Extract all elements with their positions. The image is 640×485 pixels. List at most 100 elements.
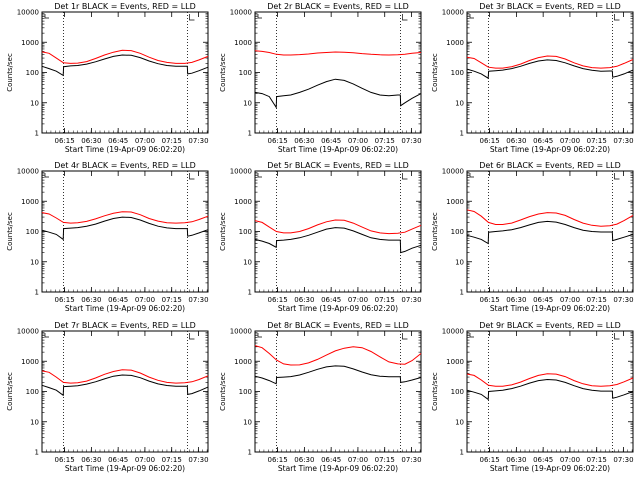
corner-mark	[469, 14, 474, 19]
x-tick-label: 07:30	[188, 137, 208, 145]
y-tick-label: 100	[239, 228, 252, 236]
y-tick-label: 100	[26, 388, 39, 396]
corner-mark	[614, 14, 620, 21]
y-tick-label: 1	[248, 289, 252, 297]
x-axis-label: Start Time (19-Apr-09 06:02:20)	[65, 304, 185, 313]
corner-mark	[402, 333, 408, 340]
y-tick-label: 100	[451, 388, 464, 396]
plot-frame	[466, 11, 634, 134]
x-tick-label: 06:15	[268, 296, 288, 304]
x-axis-label: Start Time (19-Apr-09 06:02:20)	[278, 304, 398, 313]
x-tick-label: 07:15	[587, 456, 607, 464]
y-tick-label: 1	[248, 130, 252, 138]
y-axis-label: Counts/sec	[6, 212, 14, 251]
x-tick-label: 06:30	[506, 137, 526, 145]
x-tick-label: 07:15	[162, 296, 182, 304]
y-axis-label: Counts/sec	[431, 372, 439, 411]
chart-title: Det 7r BLACK = Events, RED = LLD	[54, 321, 196, 330]
corner-mark	[257, 173, 262, 178]
x-tick-label: 07:30	[613, 456, 633, 464]
x-tick-label: 07:15	[587, 296, 607, 304]
x-tick-label: 07:30	[613, 296, 633, 304]
y-tick-label: 10	[455, 258, 464, 266]
y-tick-label: 100	[26, 228, 39, 236]
x-tick-label: 06:45	[321, 456, 341, 464]
series-line-events	[41, 216, 209, 241]
x-tick-label: 07:00	[348, 456, 368, 464]
y-tick-label: 10000	[230, 168, 252, 176]
x-tick-label: 07:30	[401, 296, 421, 304]
x-tick-label: 06:45	[321, 296, 341, 304]
panel-det-4r: Det 4r BLACK = Events, RED = LLD 1 10 100 10…	[6, 161, 209, 313]
series-line-lld	[466, 55, 634, 69]
series-line-events	[41, 54, 209, 77]
chart-title: Det 1r BLACK = Events, RED = LLD	[54, 2, 196, 11]
y-tick-label: 100	[26, 69, 39, 77]
x-axis-label: Start Time (19-Apr-09 06:02:20)	[490, 304, 610, 313]
x-tick-label: 06:45	[108, 296, 128, 304]
series-line-events	[41, 374, 209, 397]
y-tick-label: 10000	[230, 328, 252, 336]
x-tick-label: 07:00	[560, 456, 580, 464]
x-tick-label: 07:00	[135, 296, 155, 304]
series-line-events	[466, 220, 634, 245]
corner-mark	[44, 173, 49, 178]
y-axis-label: Counts/sec	[431, 53, 439, 92]
y-tick-label: 10	[30, 418, 39, 426]
corner-mark	[189, 173, 195, 180]
y-tick-label: 1000	[234, 198, 252, 206]
x-tick-label: 06:30	[294, 137, 314, 145]
x-tick-label: 07:00	[348, 296, 368, 304]
x-tick-label: 06:30	[294, 456, 314, 464]
x-axis-label: Start Time (19-Apr-09 06:02:20)	[65, 464, 185, 473]
x-axis-label: Start Time (19-Apr-09 06:02:20)	[65, 145, 185, 154]
series-line-lld	[41, 369, 209, 384]
y-tick-label: 1000	[21, 198, 39, 206]
plot-frame	[41, 11, 209, 134]
y-tick-label: 1000	[234, 358, 252, 366]
plot-frame	[254, 11, 422, 134]
x-tick-label: 07:30	[188, 456, 208, 464]
plot-frame	[41, 330, 209, 453]
x-tick-label: 07:15	[375, 296, 395, 304]
y-tick-label: 1	[460, 289, 464, 297]
x-tick-label: 07:00	[560, 296, 580, 304]
corner-mark	[44, 333, 49, 338]
series-line-events	[254, 365, 422, 385]
x-tick-label: 06:30	[81, 296, 101, 304]
series-line-lld	[466, 209, 634, 227]
y-tick-label: 1	[248, 449, 252, 457]
chart-title: Det 8r BLACK = Events, RED = LLD	[267, 321, 409, 330]
x-tick-label: 06:45	[533, 456, 553, 464]
x-tick-label: 06:45	[108, 456, 128, 464]
y-tick-label: 100	[451, 69, 464, 77]
y-tick-label: 10000	[17, 9, 39, 17]
x-tick-label: 06:15	[268, 456, 288, 464]
x-tick-label: 06:15	[268, 137, 288, 145]
chart-title: Det 4r BLACK = Events, RED = LLD	[54, 161, 196, 170]
series-line-events	[254, 227, 422, 254]
chart-title: Det 9r BLACK = Events, RED = LLD	[479, 321, 621, 330]
x-tick-label: 07:15	[587, 137, 607, 145]
x-tick-label: 06:30	[81, 137, 101, 145]
x-tick-label: 07:00	[348, 137, 368, 145]
y-tick-label: 10000	[17, 168, 39, 176]
x-tick-label: 06:15	[55, 137, 75, 145]
x-tick-label: 06:30	[506, 296, 526, 304]
corner-mark	[257, 333, 262, 338]
y-tick-label: 1	[35, 289, 39, 297]
y-tick-label: 100	[239, 69, 252, 77]
y-tick-label: 100	[239, 388, 252, 396]
x-axis-label: Start Time (19-Apr-09 06:02:20)	[278, 464, 398, 473]
x-tick-label: 06:15	[55, 296, 75, 304]
y-axis-label: Counts/sec	[219, 372, 227, 411]
y-tick-label: 10	[243, 418, 252, 426]
plot-frame	[254, 170, 422, 293]
panel-det-5r: Det 5r BLACK = Events, RED = LLD 1 10 100 10…	[219, 161, 422, 313]
y-axis-label: Counts/sec	[219, 53, 227, 92]
series-line-lld	[254, 345, 422, 366]
y-tick-label: 1000	[446, 198, 464, 206]
corner-mark	[614, 173, 620, 180]
x-tick-label: 07:00	[135, 456, 155, 464]
